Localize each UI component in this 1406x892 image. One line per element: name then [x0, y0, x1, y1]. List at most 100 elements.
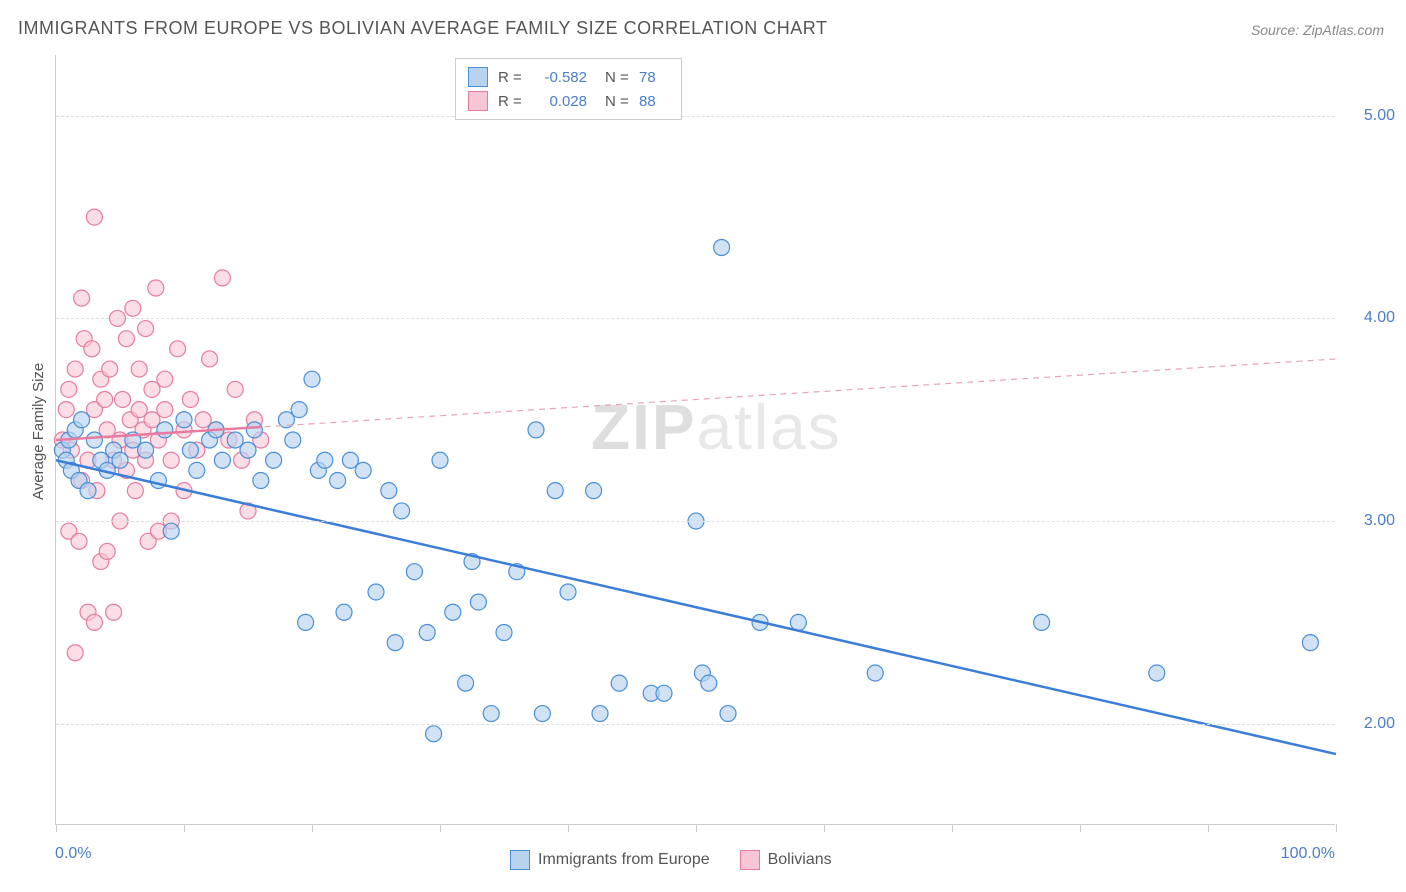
data-point: [157, 371, 173, 387]
y-tick-label: 5.00: [1364, 107, 1395, 125]
data-point: [71, 533, 87, 549]
legend-n-label: N =: [605, 93, 629, 110]
data-point: [176, 412, 192, 428]
data-point: [790, 614, 806, 630]
x-tick: [440, 824, 441, 832]
data-point: [419, 625, 435, 641]
legend-swatch: [468, 67, 488, 87]
data-point: [182, 442, 198, 458]
data-point: [163, 523, 179, 539]
data-point: [381, 483, 397, 499]
data-point: [74, 290, 90, 306]
x-tick: [312, 824, 313, 832]
data-point: [182, 391, 198, 407]
data-point: [298, 614, 314, 630]
data-point: [483, 706, 499, 722]
series-legend: Immigrants from Europe Bolivians: [510, 850, 832, 870]
x-axis-label-max: 100.0%: [1281, 845, 1335, 863]
data-point: [656, 685, 672, 701]
legend-r-label: R =: [498, 93, 522, 110]
data-point: [170, 341, 186, 357]
x-tick: [1208, 824, 1209, 832]
data-point: [67, 361, 83, 377]
y-axis-title: Average Family Size: [30, 363, 47, 500]
data-point: [246, 422, 262, 438]
data-point: [387, 635, 403, 651]
data-point: [720, 706, 736, 722]
x-tick: [568, 824, 569, 832]
data-point: [368, 584, 384, 600]
data-point: [701, 675, 717, 691]
data-point: [112, 452, 128, 468]
legend-n-label: N =: [605, 69, 629, 86]
x-tick: [824, 824, 825, 832]
data-point: [714, 240, 730, 256]
legend-swatch: [740, 850, 760, 870]
data-point: [496, 625, 512, 641]
y-tick-label: 3.00: [1364, 512, 1395, 530]
legend-label: Bolivians: [768, 851, 832, 869]
x-tick: [952, 824, 953, 832]
data-point: [58, 402, 74, 418]
scatter-svg: [56, 55, 1336, 825]
data-point: [99, 543, 115, 559]
legend-top-row: R =0.028N =88: [468, 89, 669, 113]
data-point: [148, 280, 164, 296]
data-point: [138, 442, 154, 458]
data-point: [74, 412, 90, 428]
data-point: [115, 391, 131, 407]
data-point: [240, 442, 256, 458]
trend-line: [56, 460, 1336, 754]
data-point: [138, 321, 154, 337]
data-point: [131, 361, 147, 377]
data-point: [336, 604, 352, 620]
data-point: [317, 452, 333, 468]
data-point: [432, 452, 448, 468]
gridline: [56, 116, 1335, 117]
data-point: [163, 452, 179, 468]
data-point: [406, 564, 422, 580]
data-point: [547, 483, 563, 499]
data-point: [157, 402, 173, 418]
legend-label: Immigrants from Europe: [538, 851, 710, 869]
data-point: [592, 706, 608, 722]
legend-top-row: R =-0.582N =78: [468, 65, 669, 89]
data-point: [125, 300, 141, 316]
data-point: [227, 381, 243, 397]
data-point: [470, 594, 486, 610]
legend-r-value: -0.582: [532, 69, 587, 86]
data-point: [86, 209, 102, 225]
gridline: [56, 318, 1335, 319]
data-point: [253, 473, 269, 489]
data-point: [118, 331, 134, 347]
data-point: [304, 371, 320, 387]
data-point: [214, 452, 230, 468]
data-point: [202, 351, 218, 367]
data-point: [102, 361, 118, 377]
data-point: [67, 645, 83, 661]
data-point: [355, 462, 371, 478]
data-point: [86, 432, 102, 448]
data-point: [534, 706, 550, 722]
x-tick: [1336, 824, 1337, 832]
data-point: [426, 726, 442, 742]
data-point: [1149, 665, 1165, 681]
x-tick: [1080, 824, 1081, 832]
data-point: [867, 665, 883, 681]
x-tick: [184, 824, 185, 832]
data-point: [1302, 635, 1318, 651]
x-tick: [696, 824, 697, 832]
legend-item: Bolivians: [740, 850, 832, 870]
data-point: [458, 675, 474, 691]
data-point: [106, 604, 122, 620]
x-tick: [56, 824, 57, 832]
data-point: [189, 462, 205, 478]
legend-swatch: [468, 91, 488, 111]
data-point: [445, 604, 461, 620]
source-label: Source: ZipAtlas.com: [1251, 22, 1384, 38]
chart-title: IMMIGRANTS FROM EUROPE VS BOLIVIAN AVERA…: [18, 18, 827, 39]
correlation-chart: IMMIGRANTS FROM EUROPE VS BOLIVIAN AVERA…: [0, 0, 1406, 892]
data-point: [1034, 614, 1050, 630]
legend-item: Immigrants from Europe: [510, 850, 710, 870]
legend-n-value: 88: [639, 93, 669, 110]
